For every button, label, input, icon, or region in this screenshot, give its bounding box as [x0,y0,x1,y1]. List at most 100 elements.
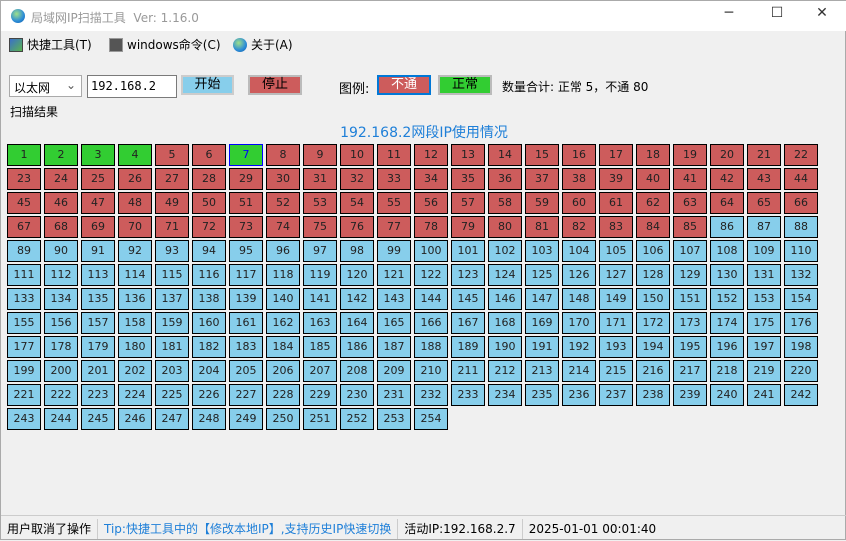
ip-cell-249[interactable]: 249 [229,408,263,430]
ip-cell-29[interactable]: 29 [229,168,263,190]
ip-cell-94[interactable]: 94 [192,240,226,262]
ip-cell-236[interactable]: 236 [562,384,596,406]
ip-cell-27[interactable]: 27 [155,168,189,190]
ip-cell-224[interactable]: 224 [118,384,152,406]
ip-cell-9[interactable]: 9 [303,144,337,166]
ip-cell-7[interactable]: 7 [229,144,263,166]
ip-cell-133[interactable]: 133 [7,288,41,310]
ip-cell-100[interactable]: 100 [414,240,448,262]
ip-cell-191[interactable]: 191 [525,336,559,358]
ip-cell-209[interactable]: 209 [377,360,411,382]
ip-cell-202[interactable]: 202 [118,360,152,382]
ip-cell-131[interactable]: 131 [747,264,781,286]
ip-cell-176[interactable]: 176 [784,312,818,334]
ip-cell-136[interactable]: 136 [118,288,152,310]
ip-cell-32[interactable]: 32 [340,168,374,190]
ip-cell-227[interactable]: 227 [229,384,263,406]
ip-cell-244[interactable]: 244 [44,408,78,430]
ip-cell-118[interactable]: 118 [266,264,300,286]
ip-cell-18[interactable]: 18 [636,144,670,166]
ip-cell-72[interactable]: 72 [192,216,226,238]
ip-cell-138[interactable]: 138 [192,288,226,310]
ip-cell-48[interactable]: 48 [118,192,152,214]
ip-cell-149[interactable]: 149 [599,288,633,310]
ip-cell-12[interactable]: 12 [414,144,448,166]
ip-cell-50[interactable]: 50 [192,192,226,214]
ip-cell-220[interactable]: 220 [784,360,818,382]
ip-cell-34[interactable]: 34 [414,168,448,190]
ip-cell-109[interactable]: 109 [747,240,781,262]
ip-cell-5[interactable]: 5 [155,144,189,166]
ip-cell-67[interactable]: 67 [7,216,41,238]
ip-cell-137[interactable]: 137 [155,288,189,310]
ip-cell-88[interactable]: 88 [784,216,818,238]
ip-cell-200[interactable]: 200 [44,360,78,382]
ip-cell-66[interactable]: 66 [784,192,818,214]
ip-cell-164[interactable]: 164 [340,312,374,334]
ip-cell-122[interactable]: 122 [414,264,448,286]
ip-cell-237[interactable]: 237 [599,384,633,406]
ip-cell-16[interactable]: 16 [562,144,596,166]
ip-cell-52[interactable]: 52 [266,192,300,214]
ip-cell-135[interactable]: 135 [81,288,115,310]
ip-cell-1[interactable]: 1 [7,144,41,166]
ip-cell-187[interactable]: 187 [377,336,411,358]
ip-cell-76[interactable]: 76 [340,216,374,238]
close-button[interactable]: ✕ [816,5,828,21]
ip-cell-188[interactable]: 188 [414,336,448,358]
ip-cell-192[interactable]: 192 [562,336,596,358]
menu-about[interactable]: 关于(A) [233,36,293,53]
ip-cell-4[interactable]: 4 [118,144,152,166]
ip-cell-54[interactable]: 54 [340,192,374,214]
ip-cell-80[interactable]: 80 [488,216,522,238]
ip-cell-38[interactable]: 38 [562,168,596,190]
ip-cell-85[interactable]: 85 [673,216,707,238]
ip-cell-228[interactable]: 228 [266,384,300,406]
ip-cell-104[interactable]: 104 [562,240,596,262]
ip-cell-254[interactable]: 254 [414,408,448,430]
ip-cell-225[interactable]: 225 [155,384,189,406]
ip-cell-232[interactable]: 232 [414,384,448,406]
ip-cell-216[interactable]: 216 [636,360,670,382]
ip-cell-143[interactable]: 143 [377,288,411,310]
ip-cell-35[interactable]: 35 [451,168,485,190]
ip-cell-45[interactable]: 45 [7,192,41,214]
stop-button[interactable]: 停止 [248,75,302,95]
ip-cell-22[interactable]: 22 [784,144,818,166]
ip-cell-89[interactable]: 89 [7,240,41,262]
ip-cell-41[interactable]: 41 [673,168,707,190]
ip-cell-214[interactable]: 214 [562,360,596,382]
ip-cell-110[interactable]: 110 [784,240,818,262]
ip-cell-180[interactable]: 180 [118,336,152,358]
ip-cell-44[interactable]: 44 [784,168,818,190]
ip-cell-75[interactable]: 75 [303,216,337,238]
ip-cell-210[interactable]: 210 [414,360,448,382]
ip-cell-238[interactable]: 238 [636,384,670,406]
ip-cell-140[interactable]: 140 [266,288,300,310]
ip-cell-127[interactable]: 127 [599,264,633,286]
ip-cell-160[interactable]: 160 [192,312,226,334]
ip-cell-246[interactable]: 246 [118,408,152,430]
ip-cell-92[interactable]: 92 [118,240,152,262]
ip-cell-86[interactable]: 86 [710,216,744,238]
ip-cell-105[interactable]: 105 [599,240,633,262]
ip-cell-68[interactable]: 68 [44,216,78,238]
ip-cell-142[interactable]: 142 [340,288,374,310]
ip-cell-15[interactable]: 15 [525,144,559,166]
ip-cell-42[interactable]: 42 [710,168,744,190]
ip-cell-119[interactable]: 119 [303,264,337,286]
ip-cell-24[interactable]: 24 [44,168,78,190]
ip-cell-226[interactable]: 226 [192,384,226,406]
ip-cell-62[interactable]: 62 [636,192,670,214]
ip-cell-132[interactable]: 132 [784,264,818,286]
ip-cell-123[interactable]: 123 [451,264,485,286]
ip-cell-213[interactable]: 213 [525,360,559,382]
ip-cell-47[interactable]: 47 [81,192,115,214]
ip-cell-139[interactable]: 139 [229,288,263,310]
ip-cell-201[interactable]: 201 [81,360,115,382]
ip-cell-102[interactable]: 102 [488,240,522,262]
ip-cell-229[interactable]: 229 [303,384,337,406]
ip-cell-195[interactable]: 195 [673,336,707,358]
ip-cell-253[interactable]: 253 [377,408,411,430]
ip-cell-126[interactable]: 126 [562,264,596,286]
